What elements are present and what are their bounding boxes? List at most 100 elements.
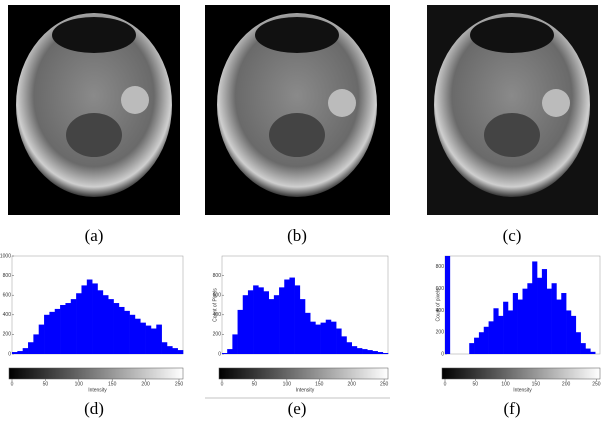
y-tick-label: 200: [3, 332, 12, 338]
y-tick-label: 800: [436, 264, 445, 270]
caption: (e): [288, 399, 307, 418]
histogram-bar: [242, 295, 249, 354]
histogram-bar: [493, 308, 499, 354]
histogram-bar: [263, 291, 269, 354]
caption: (f): [504, 399, 521, 418]
mri-image: [8, 5, 180, 215]
histogram-bar: [299, 299, 306, 354]
histogram-bar: [325, 319, 332, 354]
histogram-bar: [541, 269, 548, 354]
caption: (c): [503, 226, 522, 245]
y-tick-label: 200: [213, 332, 222, 338]
x-tick-label: 150: [532, 381, 541, 387]
histogram-bar: [377, 352, 384, 354]
histogram-bar: [124, 310, 130, 354]
histogram-bar: [315, 324, 321, 354]
y-tick-label: 400: [436, 308, 445, 314]
y-tick-label: 400: [3, 312, 12, 318]
histogram-bar: [156, 324, 162, 354]
histogram-bar: [527, 283, 533, 354]
histogram-bar: [556, 299, 562, 354]
mri-image: [205, 5, 390, 215]
x-axis-label: Intensity: [88, 387, 107, 393]
histogram-bar: [28, 342, 34, 354]
x-tick-label: 50: [43, 381, 49, 387]
histogram-bar: [284, 279, 290, 354]
histogram-bar: [172, 348, 178, 354]
x-tick-label: 100: [75, 381, 84, 387]
histogram-bar: [585, 348, 591, 354]
histogram-bar: [113, 303, 120, 354]
histogram-bar: [330, 321, 337, 354]
histogram-bar: [305, 312, 311, 354]
histogram-bar: [362, 349, 368, 354]
caption: (d): [84, 399, 104, 418]
x-tick-label: 150: [315, 381, 324, 387]
histogram-bar: [469, 343, 475, 354]
x-tick-label: 250: [380, 381, 389, 387]
histogram-bar: [258, 287, 264, 354]
histogram-bar: [253, 285, 259, 354]
y-tick-label: 800: [3, 273, 12, 279]
histogram-bar: [49, 311, 56, 354]
x-tick-label: 250: [175, 381, 184, 387]
histogram-bar: [227, 349, 233, 354]
histogram-bar: [273, 295, 280, 354]
histogram-bar: [517, 299, 523, 354]
histogram-bar: [33, 334, 40, 354]
histogram-bar: [108, 299, 114, 354]
y-axis-label: Count of pixels: [435, 288, 441, 322]
x-tick-label: 200: [141, 381, 150, 387]
histogram-bar: [17, 351, 23, 354]
histogram-bar: [507, 310, 514, 354]
x-tick-label: 200: [348, 381, 357, 387]
histogram-bar: [522, 288, 528, 354]
x-tick-label: 0: [11, 381, 14, 387]
histogram-bar: [279, 287, 285, 354]
colorbar: [441, 367, 601, 380]
y-tick-label: 600: [213, 293, 222, 299]
histogram-bar: [12, 352, 18, 354]
histogram-bar: [532, 261, 538, 354]
x-tick-label: 0: [444, 381, 447, 387]
histogram-bar: [232, 334, 238, 354]
colorbar: [8, 367, 184, 380]
mri-image: [427, 5, 598, 215]
histogram-bar: [346, 342, 352, 354]
x-tick-label: 250: [592, 381, 601, 387]
colorbar: [218, 367, 389, 380]
histogram-bar: [474, 337, 480, 354]
histogram-bar: [351, 346, 358, 354]
histogram-bar: [118, 306, 125, 354]
y-tick-label: 0: [441, 351, 444, 357]
histogram-bar: [166, 346, 173, 354]
x-tick-label: 50: [252, 381, 258, 387]
histogram-bar: [570, 315, 577, 354]
histogram-bar: [294, 285, 301, 354]
histogram-bar: [237, 309, 244, 354]
histogram-bar: [145, 325, 152, 354]
histogram-bar: [478, 332, 485, 354]
histogram-bar: [129, 314, 136, 354]
histogram-bar: [367, 350, 373, 354]
histogram-bar: [150, 328, 157, 354]
y-axis-label: Count of Pixels: [212, 288, 218, 322]
histogram-bar: [81, 285, 88, 354]
histogram-bar: [566, 310, 572, 354]
y-tick-label: 600: [436, 286, 445, 292]
histogram-bar: [498, 315, 504, 354]
x-tick-label: 0: [221, 381, 224, 387]
histogram-bar: [382, 353, 389, 354]
y-tick-label: 800: [213, 273, 222, 279]
y-tick-label: 400: [213, 312, 222, 318]
x-tick-label: 100: [501, 381, 510, 387]
x-tick-label: 200: [562, 381, 571, 387]
histogram-bar: [503, 301, 509, 354]
x-axis-label: Intensity: [296, 387, 315, 393]
histogram-bar: [483, 326, 489, 354]
y-tick-label: 0: [218, 351, 221, 357]
histogram-bar: [140, 322, 146, 354]
x-tick-label: 50: [472, 381, 478, 387]
histogram-bar: [546, 288, 552, 354]
